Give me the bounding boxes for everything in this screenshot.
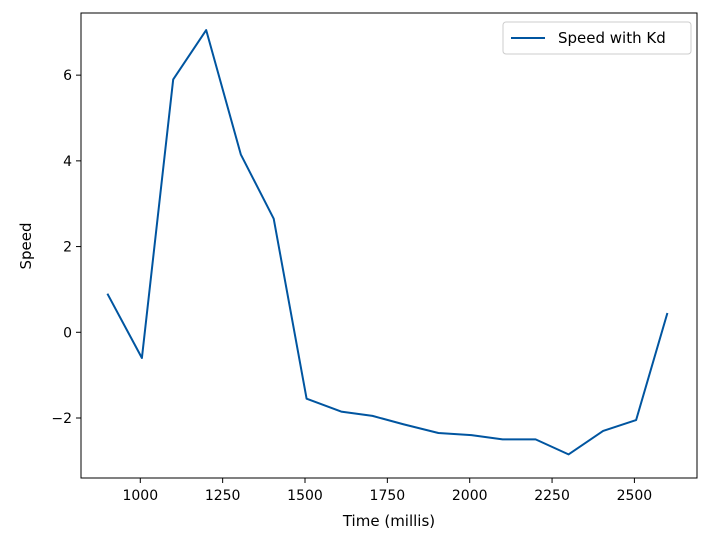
x-tick-label: 2000	[452, 488, 488, 504]
x-tick-label: 1500	[287, 488, 323, 504]
legend-entry-label: Speed with Kd	[558, 29, 666, 47]
x-tick-label: 2500	[617, 488, 653, 504]
x-tick-label: 1750	[370, 488, 406, 504]
x-tick-label: 2250	[534, 488, 570, 504]
x-tick-label: 1250	[205, 488, 241, 504]
y-axis-label: Speed	[17, 222, 35, 269]
y-tick-label: 6	[63, 68, 72, 84]
plot-area	[80, 12, 698, 479]
y-axis-ticks: −2 0 2 4 6	[51, 68, 81, 427]
x-axis-label: Time (millis)	[342, 512, 435, 530]
x-tick-label: 1000	[122, 488, 158, 504]
x-axis-ticks: 1000 1250 1500 1750 2000 2250 2500	[122, 478, 652, 504]
series-line-0	[106, 29, 669, 456]
legend-box	[502, 21, 692, 55]
plot-frame	[80, 12, 698, 479]
y-tick-label: 0	[63, 325, 72, 341]
y-tick-label: 4	[63, 154, 72, 170]
legend: Speed with Kd	[502, 21, 692, 55]
y-tick-label: −2	[51, 411, 72, 427]
y-tick-label: 2	[63, 240, 72, 256]
